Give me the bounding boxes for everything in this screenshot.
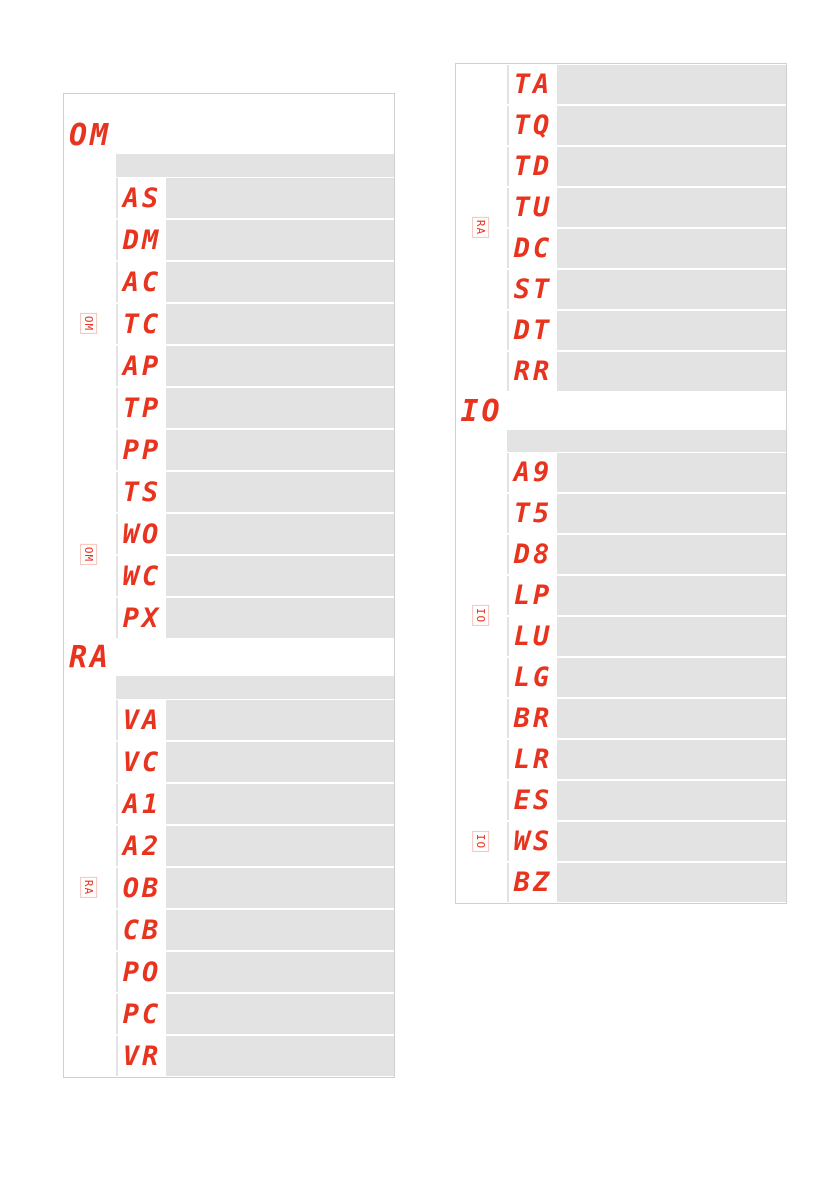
row-code: CB <box>118 910 166 950</box>
row-code: TD <box>509 147 557 186</box>
row-code: VC <box>118 742 166 782</box>
row-code: BZ <box>509 863 557 902</box>
row-code: LU <box>509 617 557 656</box>
row-code: AC <box>118 262 166 302</box>
row-code: LP <box>509 576 557 615</box>
row-code: DT <box>509 311 557 350</box>
section-code: IO <box>460 393 503 429</box>
group-label: IO <box>471 830 489 852</box>
row-code: TS <box>118 472 166 512</box>
row-code: PX <box>118 598 166 638</box>
table: TA TQ TD TU DC ST DT RR RA IO A9 T5 D8 LP LU LG BR LR IO ES… <box>455 63 787 904</box>
row-code: OB <box>118 868 166 908</box>
group-label: IO <box>471 604 489 627</box>
row-code: ST <box>509 270 557 309</box>
group-label: OM <box>80 312 98 335</box>
row-code: T5 <box>509 494 557 533</box>
row-code: TQ <box>509 106 557 145</box>
group-label: RA <box>80 876 98 899</box>
row-code: AP <box>118 346 166 386</box>
row-code: D8 <box>509 535 557 574</box>
section-code: OM <box>68 118 112 153</box>
row-code: WS <box>509 822 557 861</box>
subheader <box>507 430 786 452</box>
section-code: RA <box>68 640 112 675</box>
row-code: VR <box>118 1036 166 1076</box>
row-code: A9 <box>509 453 557 492</box>
row-code: DC <box>509 229 557 268</box>
row-code: VA <box>118 700 166 740</box>
row-code: BR <box>509 699 557 738</box>
row-code: DM <box>118 220 166 260</box>
subheader <box>116 676 394 699</box>
row-code: WC <box>118 556 166 596</box>
row-code: A2 <box>118 826 166 866</box>
group-label: RA <box>471 216 489 239</box>
subheader <box>116 154 394 177</box>
row-code: PO <box>118 952 166 992</box>
row-code: LR <box>509 740 557 779</box>
group-label: OM <box>80 543 98 566</box>
row-code: TU <box>509 188 557 227</box>
row-code: RR <box>509 352 557 391</box>
row-code: TP <box>118 388 166 428</box>
row-code: TA <box>509 65 557 104</box>
row-code: ES <box>509 781 557 820</box>
row-code: TC <box>118 304 166 344</box>
row-code: AS <box>118 178 166 218</box>
row-code: LG <box>509 658 557 697</box>
row-code: PC <box>118 994 166 1034</box>
table: OM AS DM AC TC AP TP PP OM TS WO WC PX OM RA VA VC A1 A2 OB… <box>63 93 395 1078</box>
row-code: PP <box>118 430 166 470</box>
row-code: A1 <box>118 784 166 824</box>
row-code: WO <box>118 514 166 554</box>
